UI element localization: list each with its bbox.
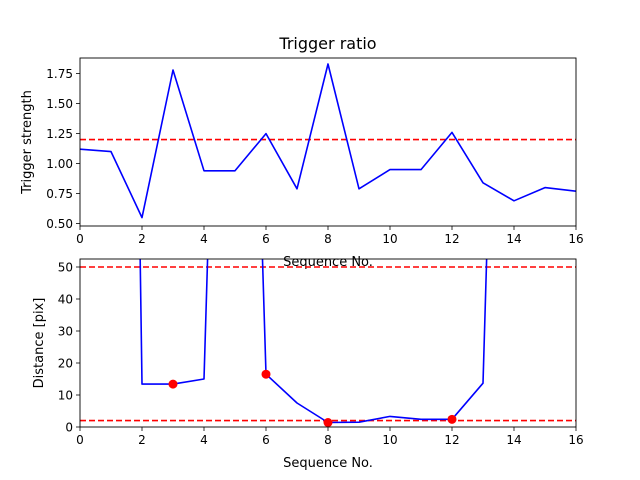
y-tick-label-bottom: 10 — [58, 389, 73, 403]
y-tick-label-top: 0.75 — [46, 187, 73, 201]
x-tick-label-top: 6 — [262, 232, 270, 246]
x-tick-label-top: 12 — [444, 232, 459, 246]
x-tick-label-bottom: 10 — [382, 433, 397, 447]
data-line-top — [80, 63, 576, 219]
plot-area-bottom: 0 2 4 6 8 10 12 14 16 0 10 20 30 40 50 — [58, 258, 584, 447]
x-tick-label-bottom: 0 — [76, 433, 84, 447]
selected-point-marker — [261, 369, 271, 379]
x-tick-label-bottom: 4 — [200, 433, 208, 447]
y-tick-label-bottom: 40 — [58, 293, 73, 307]
x-tick-label-top: 0 — [76, 232, 84, 246]
x-tick-label-top: 2 — [138, 232, 146, 246]
y-tick-label-bottom: 30 — [58, 325, 73, 339]
x-tick-label-top: 8 — [324, 232, 332, 246]
y-tick-label-bottom: 50 — [58, 261, 73, 275]
selected-point-marker — [447, 414, 457, 424]
x-tick-label-top: 10 — [382, 232, 397, 246]
y-tick-label-top: 1.00 — [46, 157, 73, 171]
y-tick-label-top: 1.75 — [46, 67, 73, 81]
x-axis-label-bottom: Sequence No. — [283, 456, 373, 471]
axes-frame-bottom — [79, 258, 577, 428]
y-tick-label-top: 0.50 — [46, 217, 73, 231]
selected-point-marker — [168, 379, 178, 389]
distance-panel: 0 2 4 6 8 10 12 14 16 0 10 20 30 40 50 Distance [pix] S… — [32, 258, 584, 471]
data-line-bottom — [139, 259, 488, 424]
x-tick-label-bottom: 2 — [138, 433, 146, 447]
chart-title: Trigger ratio — [278, 34, 376, 53]
x-tick-label-top: 14 — [506, 232, 521, 246]
x-tick-label-bottom: 14 — [506, 433, 521, 447]
trigger-ratio-panel: Trigger ratio Trigger strength Sequence … — [20, 34, 584, 270]
x-tick-label-bottom: 6 — [262, 433, 270, 447]
y-axis-label-top: Trigger strength — [20, 90, 35, 195]
x-tick-label-top: 16 — [568, 232, 583, 246]
y-tick-label-bottom: 0 — [65, 421, 73, 435]
y-tick-label-bottom: 20 — [58, 357, 73, 371]
x-tick-label-bottom: 16 — [568, 433, 583, 447]
y-tick-label-top: 1.25 — [46, 127, 73, 141]
y-axis-label-bottom: Distance [pix] — [32, 298, 47, 389]
selected-point-marker — [323, 418, 333, 427]
y-tick-label-top: 1.50 — [46, 97, 73, 111]
plot-area-top: 0 2 4 6 8 10 12 14 16 0.50 0.75 1.00 1.25 1.50 1.75 — [46, 57, 584, 246]
x-tick-label-bottom: 12 — [444, 433, 459, 447]
axes-frame-top — [79, 57, 577, 227]
x-tick-label-top: 4 — [200, 232, 208, 246]
x-tick-label-bottom: 8 — [324, 433, 332, 447]
